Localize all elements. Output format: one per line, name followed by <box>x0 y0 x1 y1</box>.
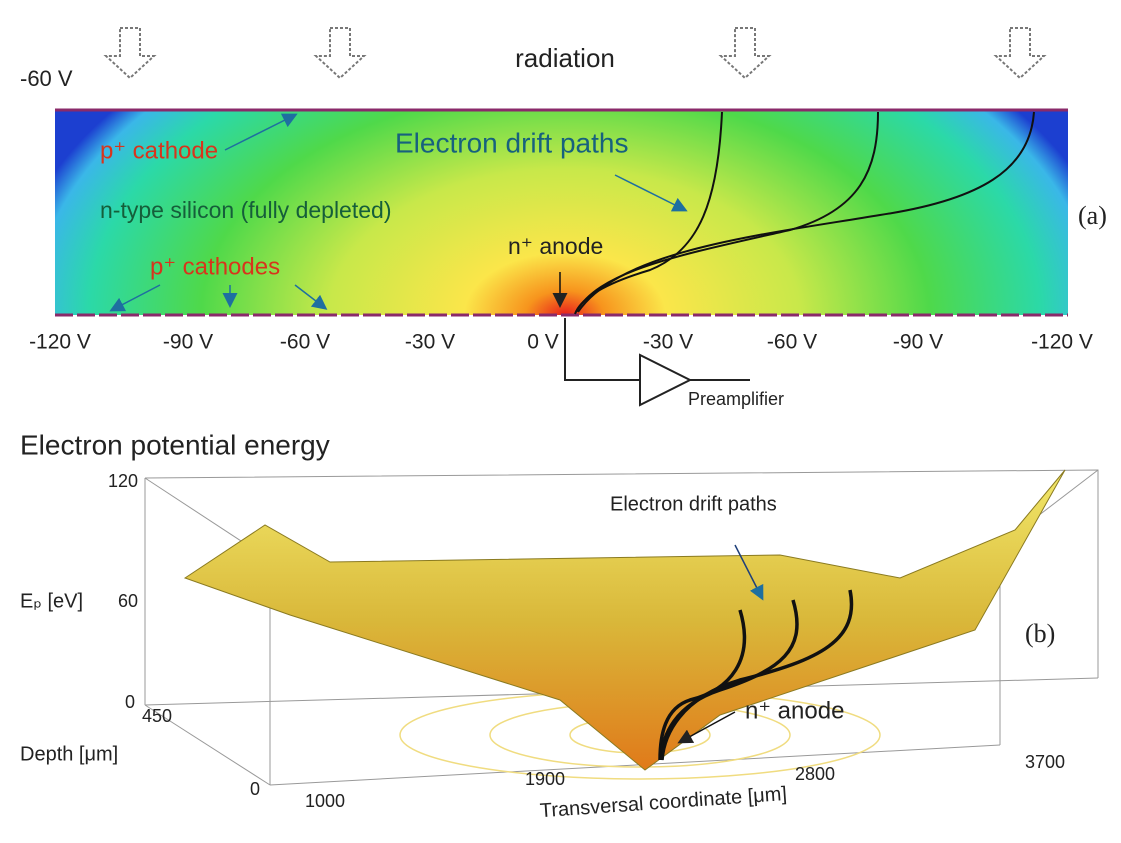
voltage: -120 V <box>29 331 91 354</box>
panel-b: Electron potential energy Electron drift… <box>20 429 1098 822</box>
panel-label: (a) <box>1078 201 1107 230</box>
voltage: -30 V <box>643 331 693 354</box>
arrow <box>721 28 769 78</box>
amplifier <box>640 355 690 405</box>
wire <box>565 318 640 380</box>
panel-title: Electron potential energy <box>20 429 330 460</box>
anode-label: n⁺ anode <box>745 697 844 724</box>
arrow <box>106 28 154 78</box>
depth-tick: 450 <box>142 706 172 726</box>
voltage: -90 V <box>893 331 943 354</box>
x-axis-label: Transversal coordinate [μm] <box>539 783 787 822</box>
preamplifier-label: Preamplifier <box>688 389 784 409</box>
voltage-labels: -120 V -90 V -60 V -30 V 0 V -30 V -60 V… <box>29 331 1093 354</box>
panel-label: (b) <box>1025 619 1055 648</box>
voltage: -60 V <box>767 331 817 354</box>
arrow <box>996 28 1044 78</box>
supply-voltage: -60 V <box>20 66 73 91</box>
voltage: -120 V <box>1031 331 1093 354</box>
depth-axis-label: Depth [μm] <box>20 743 118 765</box>
panel-a: -60 V radiation p⁺ cathode Electron drif… <box>20 28 1107 409</box>
voltage: -30 V <box>405 331 455 354</box>
x-tick: 2800 <box>795 764 835 784</box>
voltage: 0 V <box>527 331 559 354</box>
radiation-label: radiation <box>515 43 615 73</box>
figure: -60 V radiation p⁺ cathode Electron drif… <box>0 0 1121 843</box>
voltage: -90 V <box>163 331 213 354</box>
z-tick: 0 <box>125 692 135 712</box>
z-tick: 60 <box>118 591 138 611</box>
depth-tick: 0 <box>250 779 260 799</box>
z-tick: 120 <box>108 471 138 491</box>
arrow <box>316 28 364 78</box>
x-tick: 3700 <box>1025 752 1065 772</box>
voltage: -60 V <box>280 331 330 354</box>
x-tick: 1900 <box>525 769 565 789</box>
cathodes-label: p⁺ cathodes <box>150 253 280 280</box>
cathode-label: p⁺ cathode <box>100 137 218 164</box>
drift-label: Electron drift paths <box>395 127 628 158</box>
silicon-label: n-type silicon (fully depleted) <box>100 197 391 223</box>
x-tick: 1000 <box>305 791 345 811</box>
drift-label: Electron drift paths <box>610 493 777 515</box>
z-axis-label: Eₚ [eV] <box>20 590 83 612</box>
anode-label: n⁺ anode <box>508 233 603 259</box>
